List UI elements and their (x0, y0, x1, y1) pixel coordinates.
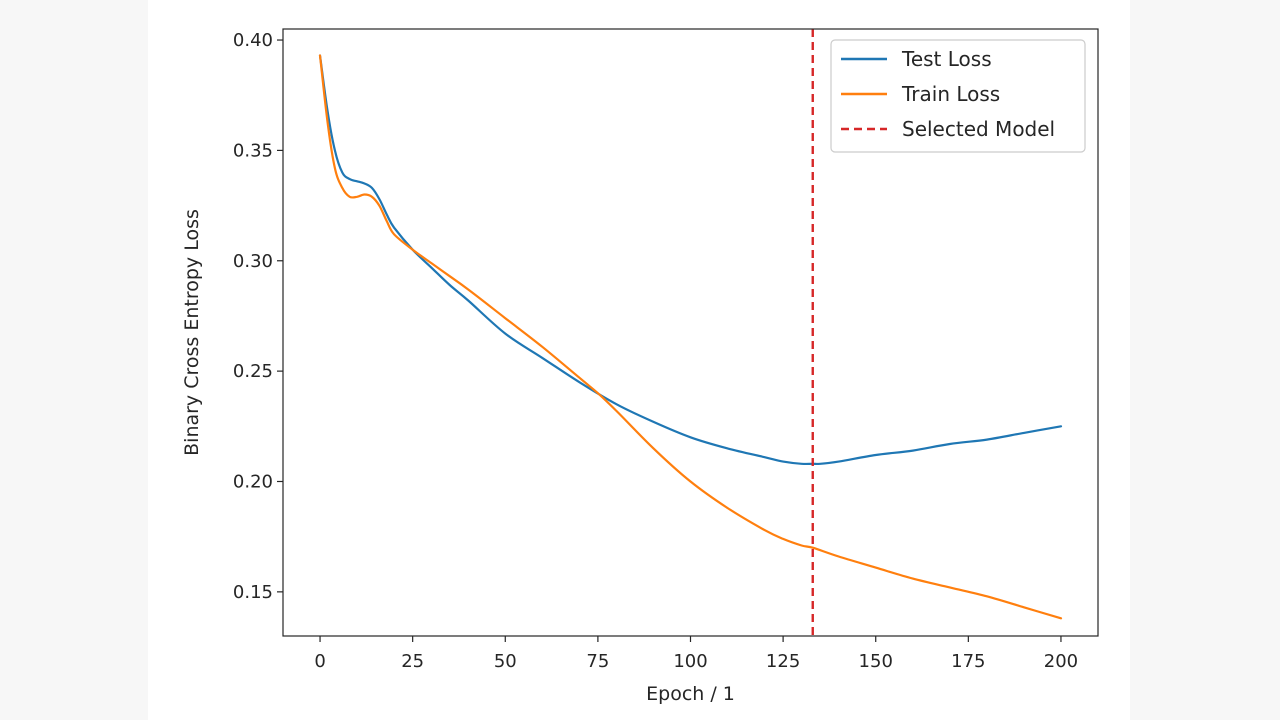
x-tick-label: 25 (401, 651, 424, 672)
series-line-test-loss (318, 54, 1063, 466)
x-axis: 0 25 50 75 100 125 150 175 200 (314, 636, 1078, 672)
y-tick-label: 0.15 (233, 582, 273, 603)
legend-label-test-loss: Test Loss (901, 47, 992, 71)
y-tick-label: 0.20 (233, 471, 273, 492)
plot-area (282, 28, 1099, 637)
right-margin (1130, 0, 1280, 720)
x-tick-label: 200 (1044, 651, 1078, 672)
legend-box (830, 39, 1086, 153)
y-tick-label: 0.35 (233, 140, 273, 161)
left-margin (0, 0, 148, 720)
legend-label-train-loss: Train Loss (901, 82, 1000, 106)
x-axis-label: Epoch / 1 (646, 683, 735, 705)
loss-chart: 0.15 0.20 0.25 0.30 0.35 0.40 0 25 50 75 100 125 15… (181, 28, 1099, 705)
figure-canvas: 0.15 0.20 0.25 0.30 0.35 0.40 0 25 50 75 100 125 15… (148, 0, 1130, 720)
legend-label-selected-model: Selected Model (902, 117, 1055, 141)
x-tick-label: 175 (951, 651, 985, 672)
y-tick-label: 0.30 (233, 251, 273, 272)
y-axis: 0.15 0.20 0.25 0.30 0.35 0.40 (233, 30, 283, 603)
x-tick-label: 0 (314, 651, 325, 672)
x-tick-label: 150 (859, 651, 893, 672)
y-tick-label: 0.40 (233, 30, 273, 51)
series-line-train-loss (318, 54, 1063, 620)
x-tick-label: 75 (586, 651, 609, 672)
y-tick-label: 0.25 (233, 361, 273, 382)
x-tick-label: 50 (494, 651, 517, 672)
legend: Test Loss Train Loss Selected Model (830, 39, 1086, 153)
y-axis-label: Binary Cross Entropy Loss (181, 209, 203, 456)
x-tick-label: 100 (673, 651, 707, 672)
x-tick-label: 125 (766, 651, 800, 672)
